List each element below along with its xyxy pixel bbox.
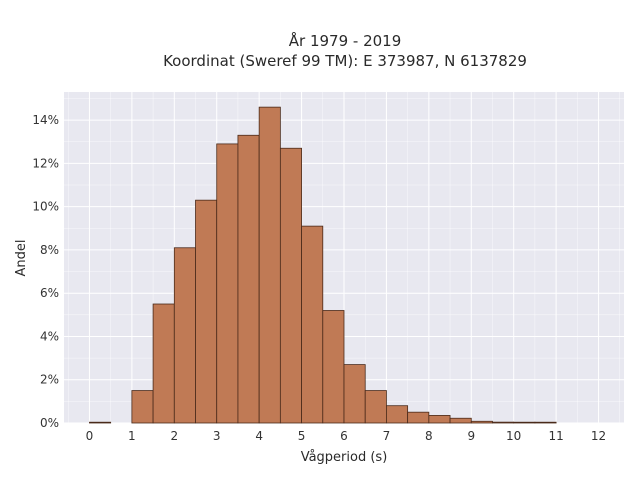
x-tick-label: 5 xyxy=(298,429,306,443)
x-tick-label: 9 xyxy=(467,429,475,443)
y-tick-label: 8% xyxy=(40,243,59,257)
histogram-bar xyxy=(195,199,218,424)
histogram-bar xyxy=(492,421,515,424)
histogram-bar xyxy=(513,421,536,424)
histogram-bar xyxy=(131,390,154,424)
histogram-bar xyxy=(89,421,112,424)
histogram-bar xyxy=(364,390,387,424)
histogram-bar xyxy=(407,411,430,424)
histogram-bar xyxy=(258,106,281,424)
x-tick-label: 6 xyxy=(340,429,348,443)
x-tick-label: 11 xyxy=(548,429,563,443)
y-tick-label: 2% xyxy=(40,373,59,387)
y-tick-label: 6% xyxy=(40,286,59,300)
histogram-bar xyxy=(279,147,302,424)
y-tick-labels: 0% 2% 4% 6% 8% 10% 12% 14% xyxy=(32,113,59,430)
y-tick-label: 14% xyxy=(32,113,59,127)
x-tick-label: 8 xyxy=(425,429,433,443)
histogram-bar xyxy=(449,417,472,424)
x-tick-label: 4 xyxy=(255,429,263,443)
histogram-bar xyxy=(173,247,196,424)
histogram-bar xyxy=(386,405,409,424)
y-axis-label: Andel xyxy=(14,240,29,277)
chart-title-line-1: År 1979 - 2019 xyxy=(289,31,402,50)
x-tick-label: 1 xyxy=(128,429,136,443)
y-tick-label: 10% xyxy=(32,200,59,214)
x-tick-label: 10 xyxy=(506,429,521,443)
y-tick-label: 12% xyxy=(32,156,59,170)
x-axis-label: Vågperiod (s) xyxy=(301,450,388,465)
histogram-bar xyxy=(216,143,239,424)
histogram-bar xyxy=(237,134,260,424)
histogram-bar xyxy=(534,421,557,424)
histogram-bar xyxy=(470,420,493,424)
histogram-bar xyxy=(301,225,324,424)
histogram-bar xyxy=(343,364,366,424)
histogram-bar xyxy=(322,310,345,424)
x-tick-label: 7 xyxy=(383,429,391,443)
x-tick-label: 12 xyxy=(591,429,606,443)
y-tick-label: 0% xyxy=(40,416,59,430)
x-tick-label: 2 xyxy=(170,429,178,443)
x-tick-label: 3 xyxy=(213,429,221,443)
bars xyxy=(89,106,557,424)
y-tick-label: 4% xyxy=(40,329,59,343)
x-tick-labels: 0 1 2 3 4 5 6 7 8 9 10 11 12 xyxy=(86,429,607,443)
histogram-bar xyxy=(152,303,175,424)
x-tick-label: 0 xyxy=(86,429,94,443)
histogram-bar xyxy=(428,415,451,424)
chart-title-line-2: Koordinat (Sweref 99 TM): E 373987, N 61… xyxy=(163,52,527,70)
